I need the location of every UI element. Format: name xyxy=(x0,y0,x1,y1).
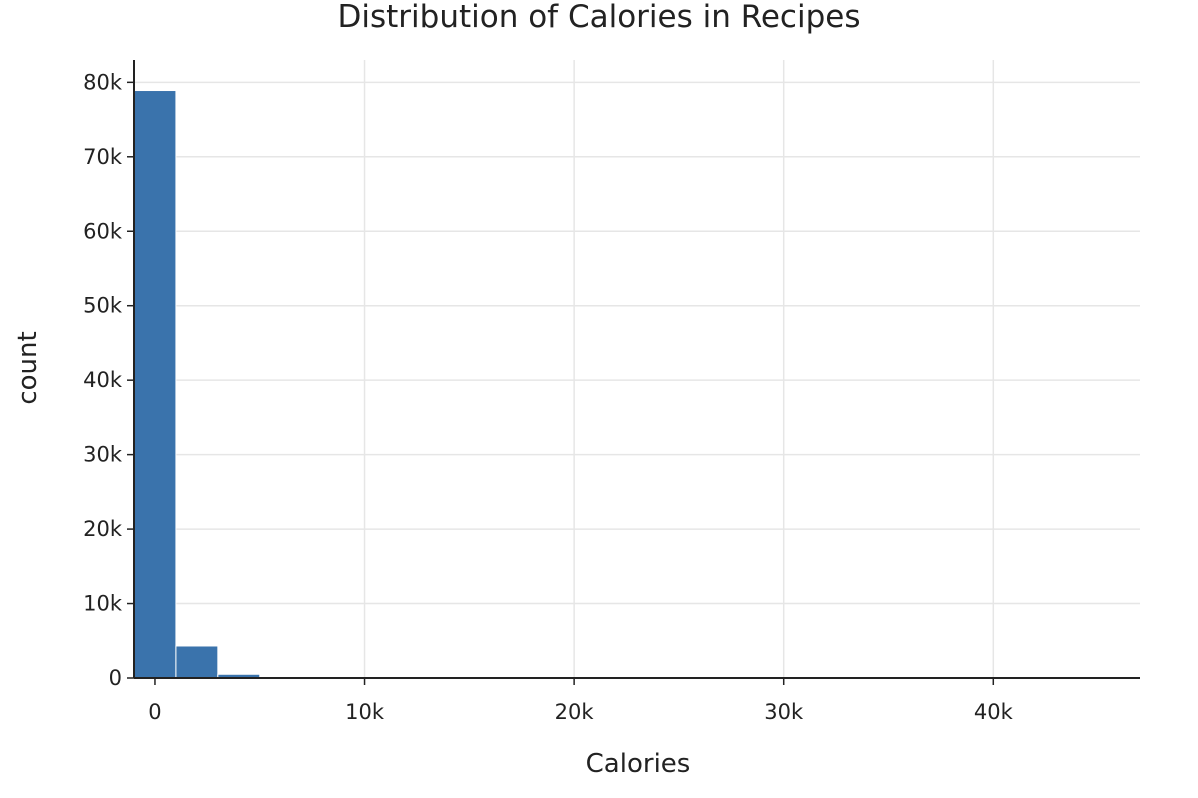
x-tick-label: 20k xyxy=(555,700,595,724)
y-tick-label: 50k xyxy=(83,294,123,318)
y-tick-label: 40k xyxy=(83,368,123,392)
x-axis-title: Calories xyxy=(586,749,691,779)
y-tick-label: 80k xyxy=(83,70,123,94)
tick-labels: 0 10k 20k 30k 40k 50k 60k 70k 80k 0 10k 20k 30k 40k xyxy=(83,70,1013,724)
x-tick-label: 30k xyxy=(764,700,804,724)
y-tick-label: 30k xyxy=(83,443,123,467)
histogram-bar xyxy=(175,645,219,679)
x-tick-label: 0 xyxy=(148,700,161,724)
y-tick-label: 70k xyxy=(83,145,123,169)
x-tick-label: 40k xyxy=(974,700,1014,724)
histogram-bars xyxy=(133,90,1099,679)
axes xyxy=(127,60,1140,685)
chart-title: Distribution of Calories in Recipes xyxy=(337,0,861,35)
histogram-bar xyxy=(133,90,177,679)
x-tick-label: 10k xyxy=(345,700,385,724)
y-tick-label: 10k xyxy=(83,592,123,616)
grid-lines xyxy=(134,60,1140,678)
y-tick-label: 20k xyxy=(83,517,123,541)
y-tick-label: 60k xyxy=(83,219,123,243)
y-tick-label: 0 xyxy=(109,666,122,690)
y-axis-title: count xyxy=(13,331,43,404)
